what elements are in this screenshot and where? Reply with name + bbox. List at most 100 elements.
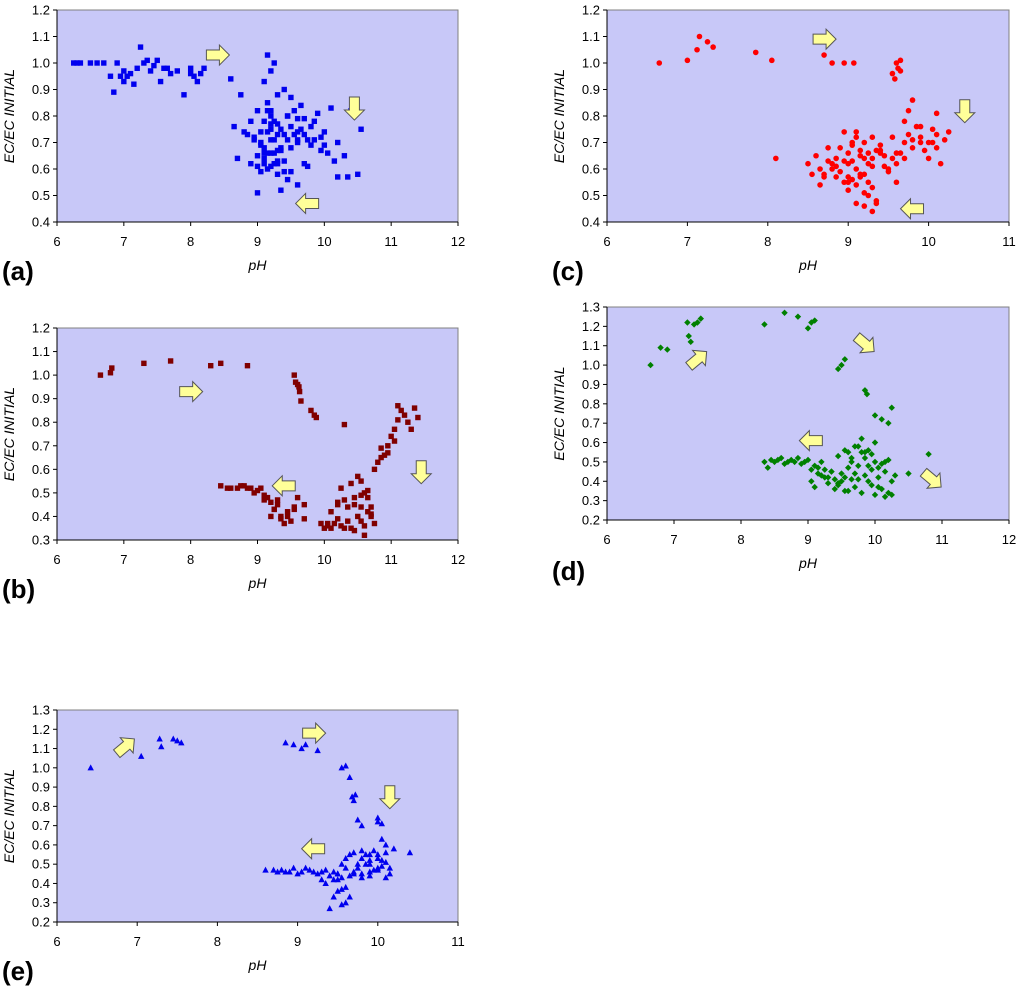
data-point: [318, 147, 324, 154]
y-tick-label: 0.3: [32, 533, 50, 548]
data-point: [358, 504, 364, 510]
data-point: [191, 73, 197, 79]
data-point: [361, 532, 368, 538]
data-point: [875, 464, 882, 471]
data-point: [853, 182, 860, 188]
data-point: [318, 868, 325, 875]
data-point: [234, 155, 241, 162]
data-point: [261, 161, 267, 167]
data-point: [687, 338, 694, 346]
data-point: [271, 150, 277, 156]
data-point: [291, 108, 297, 114]
data-point: [889, 155, 896, 162]
data-point: [851, 443, 859, 450]
data-point: [871, 458, 879, 466]
data-point: [821, 474, 828, 481]
data-point: [274, 131, 281, 138]
y-tick-label: 0.4: [32, 876, 50, 891]
data-point: [355, 473, 361, 480]
data-point: [362, 851, 369, 858]
data-point: [798, 460, 805, 468]
data-point: [335, 501, 341, 508]
data-point: [294, 129, 301, 135]
data-point: [804, 325, 812, 332]
y-tick-label: 0.3: [32, 895, 50, 910]
data-point: [187, 70, 194, 77]
data-point: [415, 414, 421, 421]
data-point: [234, 485, 241, 491]
arrow-annotation: [300, 837, 326, 860]
data-point: [933, 145, 940, 151]
data-point: [865, 160, 872, 167]
data-point: [131, 81, 137, 87]
data-point: [167, 358, 174, 364]
y-tick-label: 0.7: [32, 818, 50, 833]
x-tick-label: 6: [603, 234, 610, 249]
data-point: [261, 78, 267, 85]
data-point: [358, 847, 365, 854]
data-point: [254, 190, 261, 196]
data-point: [833, 163, 839, 170]
data-point: [274, 92, 281, 98]
data-point: [282, 739, 289, 746]
data-point: [871, 491, 879, 499]
data-point: [294, 494, 301, 501]
data-point: [761, 458, 768, 466]
data-point: [358, 870, 365, 877]
data-point: [342, 864, 349, 871]
data-point: [321, 142, 328, 148]
data-point: [917, 123, 924, 130]
data-point: [94, 60, 100, 66]
data-point: [241, 129, 247, 135]
data-point: [909, 97, 916, 103]
data-point: [897, 57, 904, 64]
data-point: [805, 160, 811, 167]
data-point: [865, 179, 872, 186]
x-axis-title: pH: [248, 257, 268, 273]
data-point: [791, 458, 798, 466]
data-point: [808, 478, 815, 485]
arrow-annotation: [271, 474, 296, 498]
data-point: [861, 472, 869, 479]
data-point: [925, 155, 932, 162]
y-tick-label: 1.2: [582, 3, 600, 18]
data-point: [374, 855, 381, 861]
data-point: [114, 60, 120, 66]
data-point: [690, 321, 698, 328]
data-point: [878, 485, 885, 493]
data-point: [258, 142, 264, 148]
data-point: [901, 139, 908, 146]
arrow-annotation: [205, 43, 231, 67]
y-tick-label: 0.3: [582, 493, 600, 508]
data-point: [284, 113, 291, 119]
arrow-annotation: [685, 349, 708, 371]
data-point: [268, 163, 274, 170]
data-point: [848, 454, 855, 462]
data-point: [288, 145, 294, 151]
data-point: [358, 855, 365, 861]
data-point: [375, 459, 381, 465]
data-point: [228, 76, 234, 82]
y-tick-label: 0.9: [32, 82, 50, 97]
data-point: [345, 174, 351, 180]
data-point: [274, 161, 281, 167]
data-point: [338, 901, 345, 908]
panel-label: (d): [552, 556, 585, 586]
y-axis-title: EC/EC INITIAL: [1, 769, 17, 863]
data-point: [345, 518, 351, 524]
data-point: [254, 487, 261, 494]
data-point: [845, 160, 851, 167]
data-point: [278, 866, 285, 873]
data-point: [891, 472, 899, 479]
data-point: [814, 464, 822, 471]
data-point: [929, 126, 936, 133]
data-point: [794, 313, 802, 320]
data-point: [264, 166, 271, 172]
data-point: [374, 851, 381, 858]
data-point: [290, 864, 297, 871]
data-point: [298, 745, 305, 752]
data-point: [141, 360, 147, 367]
data-point: [314, 110, 321, 117]
data-point: [858, 489, 865, 497]
data-point: [889, 134, 896, 140]
